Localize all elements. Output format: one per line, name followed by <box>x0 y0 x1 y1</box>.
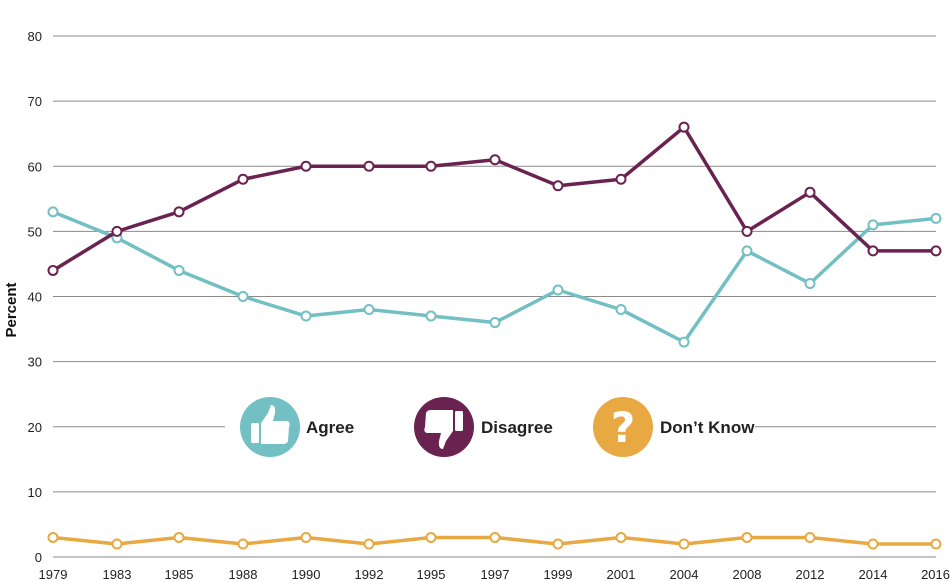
data-point <box>615 304 627 316</box>
x-tick-label: 2012 <box>796 567 825 581</box>
data-point <box>867 538 879 550</box>
data-point <box>930 212 942 224</box>
series-agree <box>47 206 942 348</box>
data-point <box>363 538 375 550</box>
series <box>47 121 942 550</box>
data-point <box>867 219 879 231</box>
legend-label: Agree <box>306 418 354 437</box>
legend-item: Agree <box>240 397 354 457</box>
data-point <box>741 531 753 543</box>
data-point <box>363 160 375 172</box>
data-point <box>425 310 437 322</box>
y-tick-label: 30 <box>28 355 42 370</box>
data-point <box>47 531 59 543</box>
series-disagree <box>47 121 942 276</box>
data-point <box>111 538 123 550</box>
data-point <box>678 121 690 133</box>
data-point <box>300 531 312 543</box>
thumbs-down-icon <box>414 397 474 457</box>
x-tick-label: 1979 <box>39 567 68 581</box>
y-tick-label: 50 <box>28 224 42 239</box>
data-point <box>489 317 501 329</box>
series-don-t-know <box>47 531 942 550</box>
x-axis-ticks: 1979 1983 1985 1988 1990 1992 1995 1997 1999 2001… <box>39 567 950 581</box>
y-tick-label: 70 <box>28 94 42 109</box>
y-tick-label: 10 <box>28 485 42 500</box>
data-point <box>425 531 437 543</box>
question-icon: ? <box>593 397 653 457</box>
legend-item: ? Don’t Know <box>593 397 755 457</box>
x-tick-label: 2001 <box>607 567 636 581</box>
data-point <box>615 173 627 185</box>
legend: Agree Disagree? Don’t Know <box>240 397 755 457</box>
data-point <box>237 538 249 550</box>
data-point <box>173 264 185 276</box>
x-tick-label: 1990 <box>292 567 321 581</box>
series-line <box>52 125 936 272</box>
y-tick-label: 0 <box>35 550 42 565</box>
x-tick-label: 2016 <box>921 567 950 581</box>
y-tick-label: 40 <box>28 290 42 305</box>
y-tick-label: 20 <box>28 420 42 435</box>
data-point <box>867 245 879 257</box>
data-point <box>47 206 59 218</box>
data-point <box>930 245 942 257</box>
x-tick-label: 1995 <box>417 567 446 581</box>
data-point <box>489 154 501 166</box>
x-tick-label: 2014 <box>859 567 888 581</box>
y-tick-label: 80 <box>28 29 42 44</box>
data-point <box>425 160 437 172</box>
data-point <box>804 186 816 198</box>
x-tick-label: 1999 <box>544 567 573 581</box>
data-point <box>552 538 564 550</box>
svg-text:?: ? <box>611 403 635 452</box>
data-point <box>237 291 249 302</box>
data-point <box>173 531 185 543</box>
data-point <box>615 531 627 543</box>
data-point <box>552 180 564 192</box>
data-point <box>930 538 942 550</box>
data-point <box>804 277 816 289</box>
x-tick-label: 1988 <box>229 567 258 581</box>
gridlines <box>53 35 936 558</box>
data-point <box>741 225 753 237</box>
legend-item: Disagree <box>414 397 553 457</box>
data-point <box>489 531 501 543</box>
x-tick-label: 2008 <box>733 567 762 581</box>
y-axis-label: Percent <box>3 282 20 337</box>
data-point <box>678 538 690 550</box>
x-tick-label: 1985 <box>165 567 194 581</box>
data-point <box>300 310 312 322</box>
x-tick-label: 1983 <box>103 567 132 581</box>
data-point <box>363 304 375 316</box>
data-point <box>300 160 312 172</box>
data-point <box>47 264 59 276</box>
data-point <box>173 206 185 218</box>
legend-label: Don’t Know <box>660 418 755 437</box>
x-tick-label: 1997 <box>481 567 510 581</box>
data-point <box>741 245 753 257</box>
data-point <box>678 336 690 348</box>
data-point <box>111 225 123 237</box>
y-tick-label: 60 <box>28 159 42 174</box>
y-axis-ticks: 0 10 20 30 40 50 60 70 80 <box>28 29 42 565</box>
thumbs-up-icon <box>240 397 300 457</box>
legend-label: Disagree <box>481 418 553 437</box>
x-tick-label: 2004 <box>670 567 699 581</box>
data-point <box>237 173 249 185</box>
data-point <box>552 284 564 296</box>
x-tick-label: 1992 <box>355 567 384 581</box>
data-point <box>804 531 816 543</box>
